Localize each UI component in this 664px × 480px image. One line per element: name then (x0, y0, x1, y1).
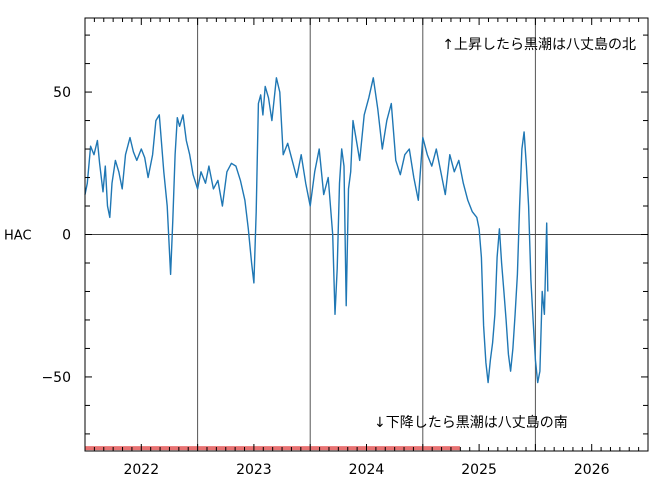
x-tick-label-2025: 2025 (461, 462, 497, 478)
series-line-0 (84, 77, 549, 384)
y-tick-label-2: 50 (53, 85, 71, 101)
annotation-bottom: ↓下降したら黒潮は八丈島の南 (374, 415, 568, 431)
x-tick-label-2026: 2026 (574, 462, 610, 478)
x-tick-label-2024: 2024 (349, 462, 385, 478)
y-tick-label-0: −50 (41, 370, 71, 386)
x-tick-label-2022: 2022 (123, 462, 159, 478)
series-layer (84, 77, 549, 384)
annotation-top: ↑上昇したら黒潮は八丈島の北 (442, 37, 636, 53)
y-tick-label-1: 0 (62, 228, 71, 244)
tick-marks (84, 18, 649, 451)
y-axis-label: HAC (4, 229, 32, 244)
x-tick-label-2023: 2023 (236, 462, 272, 478)
tick-labels: 2022 2023 2024 2025 2026 −50 0 50 (41, 85, 609, 478)
